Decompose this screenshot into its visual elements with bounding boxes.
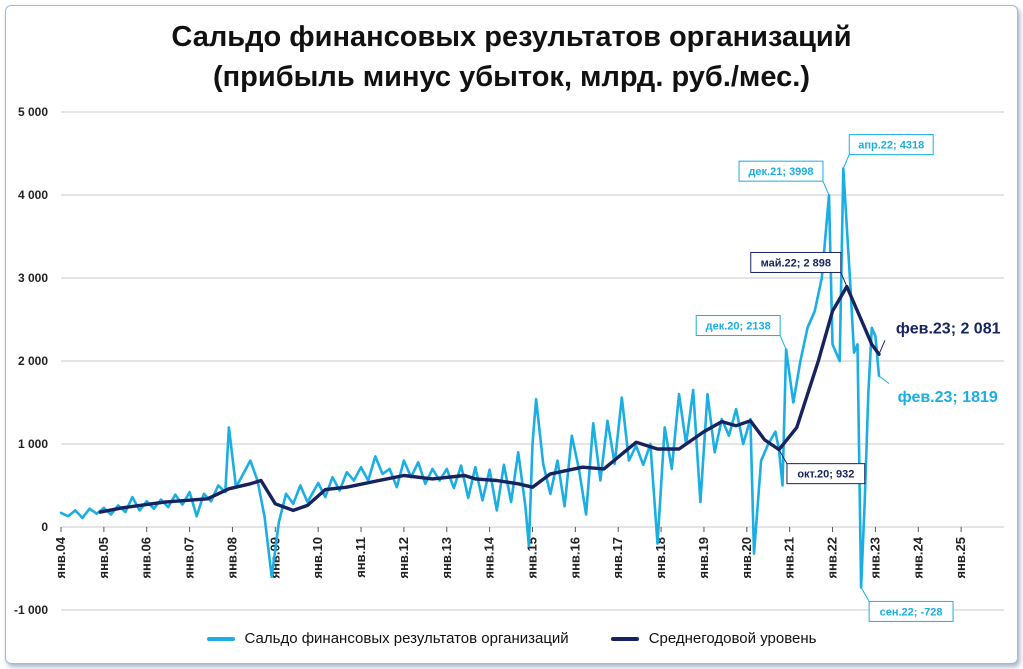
x-tick-label: янв.19 [696, 537, 711, 579]
legend-swatch-monthly [206, 636, 235, 641]
legend-item-average[interactable]: Среднегодовой уровень [610, 630, 817, 647]
x-tick-label: янв.14 [482, 536, 497, 578]
annotation-leader-line [822, 180, 830, 196]
annotation-callout: май.22; 2 898 [750, 251, 848, 287]
annotation-box [868, 600, 954, 622]
x-tick-label: янв.13 [439, 537, 454, 579]
chart-frame [5, 5, 1018, 664]
annotation-label: фев.23; 2 081 [896, 321, 1001, 338]
annotation-leader-line [778, 449, 788, 464]
y-tick-label: 0 [41, 520, 48, 534]
annotation-leader-line [860, 587, 870, 602]
annotation-callout: дек.20; 2138 [695, 315, 787, 350]
annotation-box [750, 251, 842, 273]
annotation-leader-line [878, 375, 890, 384]
series-line-monthly [59, 167, 881, 589]
x-tick-label: янв.10 [310, 537, 325, 579]
x-tick-label: янв.08 [224, 537, 239, 579]
x-tick-label: янв.18 [653, 537, 668, 579]
y-tick-label: 4 000 [18, 188, 48, 202]
annotation-label: дек.20; 2138 [706, 321, 771, 333]
annotation-leader-line [779, 335, 787, 350]
x-tick-label: янв.06 [139, 537, 154, 579]
annotation-callout: фев.23; 1819 [878, 375, 1007, 409]
annotation-callout: дек.21; 3998 [738, 160, 830, 196]
x-tick-label: янв.21 [782, 537, 797, 579]
y-tick-label: 3 000 [18, 271, 48, 285]
x-tick-label: янв.05 [96, 537, 111, 579]
chart-title: Сальдо финансовых результатов организаци… [0, 17, 1023, 97]
annotation-label: окт.20; 932 [797, 469, 854, 481]
annotation-leader-line [842, 154, 850, 169]
y-tick-label: 1 000 [18, 437, 48, 451]
annotation-label: апр.22; 4318 [858, 140, 924, 152]
chart-legend: Сальдо финансовых результатов организаци… [0, 630, 1023, 647]
x-tick-label: янв.12 [396, 537, 411, 579]
y-tick-label: 2 000 [18, 354, 48, 368]
x-tick-label: янв.07 [182, 537, 197, 579]
x-tick-label: янв.22 [825, 537, 840, 579]
legend-swatch-average [610, 636, 639, 641]
x-axis-tick-labels: янв.04 янв.05 янв.06 янв.07 янв.08 янв.09 янв.… [53, 527, 968, 579]
annotation-leader-line [840, 272, 848, 287]
y-axis-tick-labels: 5 000 4 000 3 000 2 000 1 000 0 -1 000 [14, 105, 48, 617]
x-tick-label: янв.24 [910, 536, 925, 578]
x-tick-label: янв.04 [53, 536, 68, 578]
legend-label-monthly: Сальдо финансовых результатов организаци… [244, 630, 569, 647]
annotation-box [848, 134, 934, 156]
annotation-label: сен.22; -728 [880, 606, 943, 618]
data-annotations: дек.21; 3998 апр.22; 4318 дек.20; 2138 сен.… [695, 134, 1012, 622]
y-tick-label: 5 000 [18, 105, 48, 119]
x-tick-label: янв.25 [953, 537, 968, 579]
x-tick-label: янв.23 [867, 537, 882, 579]
annotation-box [738, 160, 824, 182]
annotation-callout: сен.22; -728 [860, 587, 954, 622]
x-tick-label: янв.16 [567, 537, 582, 579]
y-tick-label: -1 000 [14, 603, 48, 617]
annotation-box [695, 315, 781, 337]
annotation-label: дек.21; 3998 [748, 166, 813, 178]
annotation-callout: апр.22; 4318 [842, 134, 934, 169]
annotation-box [884, 315, 1012, 341]
chart-title-line-1: Сальдо финансовых результатов организаци… [171, 21, 852, 53]
x-tick-label: янв.17 [610, 537, 625, 579]
x-tick-label: янв.20 [739, 537, 754, 579]
x-tick-label: янв.15 [525, 537, 540, 579]
annotation-box [888, 383, 1007, 409]
annotation-label: фев.23; 1819 [898, 389, 998, 406]
chart-title-line-2: (прибыль минус убыток, млрд. руб./мес.) [213, 61, 810, 93]
series-lines [59, 167, 881, 589]
annotation-callout: окт.20; 932 [778, 449, 866, 485]
x-tick-label: янв.11 [353, 537, 368, 578]
annotation-label: май.22; 2 898 [761, 257, 831, 269]
legend-label-average: Среднегодовой уровень [648, 630, 817, 647]
annotation-leader-line [878, 340, 886, 355]
legend-item-monthly[interactable]: Сальдо финансовых результатов организаци… [206, 630, 569, 647]
series-line-average [98, 284, 881, 514]
annotation-callout: фев.23; 2 081 [878, 315, 1012, 355]
annotation-box [786, 463, 866, 485]
